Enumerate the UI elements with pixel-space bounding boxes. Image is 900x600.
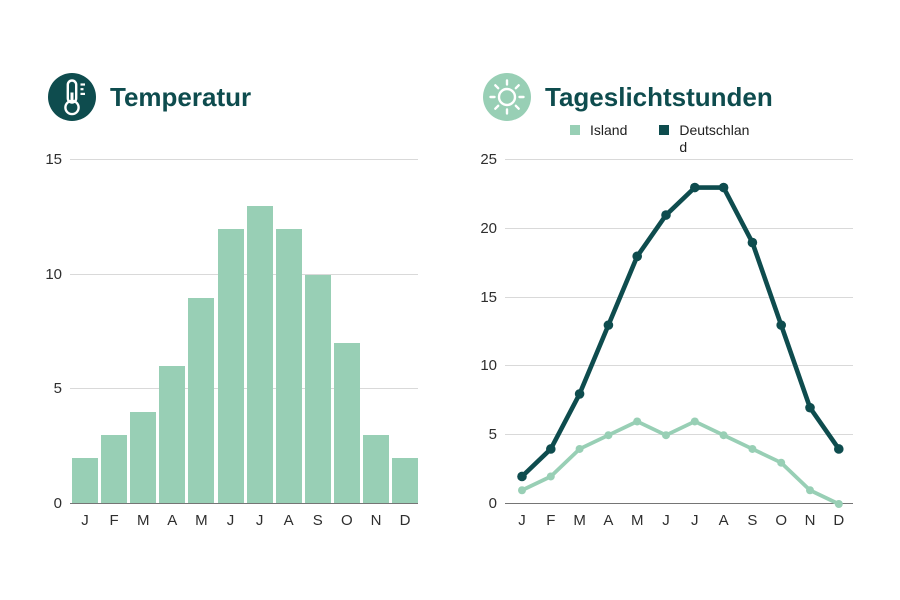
x-tick-label: M [573,512,586,529]
deutschland-data-point [718,182,729,193]
island-legend-label: Island [590,122,628,138]
y-tick-label: 5 [53,380,62,398]
bar [188,297,215,503]
y-tick-label: 5 [488,426,497,444]
legend-item-deutschland: Deutschlan d [659,122,749,156]
y-tick-label: 25 [480,151,497,168]
island-data-point [518,486,526,495]
legend: Island Deutschlan d [570,122,749,156]
temperature-bar-plot: 0 5 10 15 J F M A M J J A S O N D [45,151,419,529]
temperature-chart-header: Temperatur [48,73,251,121]
x-tick-label: F [546,512,556,529]
x-tick-label: N [370,512,382,529]
deutschland-legend-label: Deutschlan d [679,122,750,155]
island-data-point [777,458,786,467]
x-tick-label: F [109,512,119,529]
deutschland-data-point [661,210,671,220]
chart-title-temperature: Temperatur [110,81,252,112]
island-data-point [604,431,613,440]
island-data-point [834,500,843,508]
island-data-point [546,472,555,481]
island-line [520,419,841,506]
x-tick-label: J [81,512,89,529]
x-tick-label: J [226,512,235,529]
bar [101,435,128,503]
y-tick-label: 15 [480,288,497,306]
x-tick-label: D [399,512,411,529]
deutschland-data-point [546,444,556,454]
y-tick-label: 0 [488,495,497,512]
deutschland-data-point [834,444,844,454]
line-series-canvas [517,182,844,508]
island-data-point [719,431,728,440]
x-tick-label: D [833,512,845,529]
deutschland-data-point [747,237,758,248]
deutschland-data-point [805,402,815,413]
x-tick-label: A [167,512,178,529]
x-tick-label: A [718,512,729,529]
deutschland-data-point [574,389,585,399]
thermometer-icon [48,73,96,121]
island-legend-swatch [570,125,580,135]
bar [246,205,273,503]
x-axis-line [505,503,853,504]
y-tick-label: 15 [45,151,62,168]
bar [217,228,244,503]
x-tick-label: J [662,512,670,529]
bar [72,458,98,503]
sun-icon [483,73,531,121]
x-tick-label: J [691,512,699,529]
daylight-chart-header: Tageslichtstunden [483,73,773,121]
y-tick-label: 20 [480,219,497,237]
chart-title-daylight: Tageslichtstunden [545,81,773,112]
y-tick-label: 10 [45,265,62,283]
gridline [70,273,418,275]
x-tick-label: O [341,512,353,529]
x-tick-label: M [136,512,150,529]
x-tick-label: S [747,512,758,529]
bar [159,366,186,503]
bar [130,412,157,503]
gridline [505,434,853,436]
island-data-point [633,417,642,426]
x-tick-label: N [804,512,816,529]
deutschland-data-point [603,320,614,330]
deutschland-line [519,185,842,479]
bar [363,435,389,503]
island-data-point [748,444,757,453]
x-axis-line [70,503,418,504]
island-data-point [806,486,814,495]
bar [304,274,331,503]
x-tick-label: M [195,512,208,529]
bar [333,343,360,503]
y-tick-label: 0 [53,495,62,512]
deutschland-data-point [690,182,700,193]
y-tick-label: 10 [480,357,497,375]
x-tick-label: O [775,512,788,529]
x-tick-label: A [603,512,614,529]
bar [392,458,419,503]
gridline [505,159,853,160]
x-tick-label: J [518,512,526,529]
deutschland-data-point [517,471,527,482]
gridline [505,296,853,298]
island-data-point [690,417,699,426]
legend-item-island: Island [570,122,627,156]
island-data-point [575,444,584,453]
x-tick-label: A [283,512,294,529]
x-tick-label: J [255,512,264,529]
deutschland-legend-swatch [659,125,670,135]
gridline [70,159,418,160]
gridline [505,227,853,229]
x-tick-label: M [630,512,644,529]
gridline [70,388,418,390]
island-data-point [662,431,670,440]
deutschland-data-point [632,251,642,262]
x-tick-label: S [312,512,323,529]
bar [275,228,302,503]
daylight-line-plot: 0 5 10 15 20 25 J F M A M J J A S O N D [480,151,853,529]
gridline [505,365,853,367]
deutschland-data-point [776,320,786,330]
